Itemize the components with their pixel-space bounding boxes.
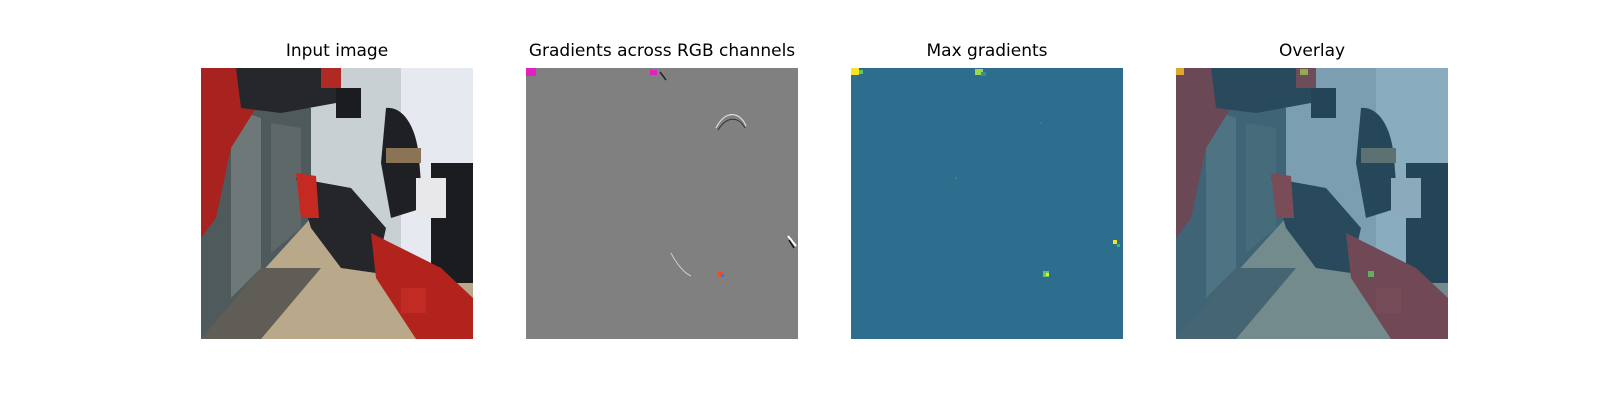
panel-title-input-image: Input image (285, 41, 389, 61)
max-gradients-image (851, 68, 1123, 339)
panel-title-overlay: Overlay (1278, 41, 1346, 61)
panel-rgb-gradients: Gradients across RGB channels (526, 0, 798, 400)
panel-title-max-gradients: Max gradients (926, 41, 1048, 61)
rgb-gradients-image (526, 68, 798, 339)
panel-max-gradients: Max gradients (851, 0, 1123, 400)
panel-overlay: Overlay (1176, 0, 1448, 400)
panel-title-rgb-gradients: Gradients across RGB channels (528, 41, 796, 61)
overlay-composite (1176, 68, 1448, 339)
rgb-gradient-map (526, 68, 798, 339)
max-gradient-map (851, 68, 1123, 339)
overlay-image (1176, 68, 1448, 339)
panel-input-image: Input image (201, 0, 473, 400)
robot-scene-photo (201, 68, 473, 339)
input-image (201, 68, 473, 339)
